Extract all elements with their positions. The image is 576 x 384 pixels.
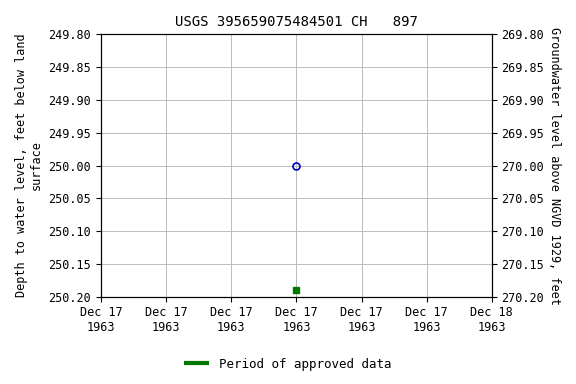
Title: USGS 395659075484501 CH   897: USGS 395659075484501 CH 897 [175, 15, 418, 29]
Y-axis label: Depth to water level, feet below land
surface: Depth to water level, feet below land su… [15, 34, 43, 297]
Legend: Period of approved data: Period of approved data [179, 353, 397, 376]
Y-axis label: Groundwater level above NGVD 1929, feet: Groundwater level above NGVD 1929, feet [548, 26, 561, 305]
